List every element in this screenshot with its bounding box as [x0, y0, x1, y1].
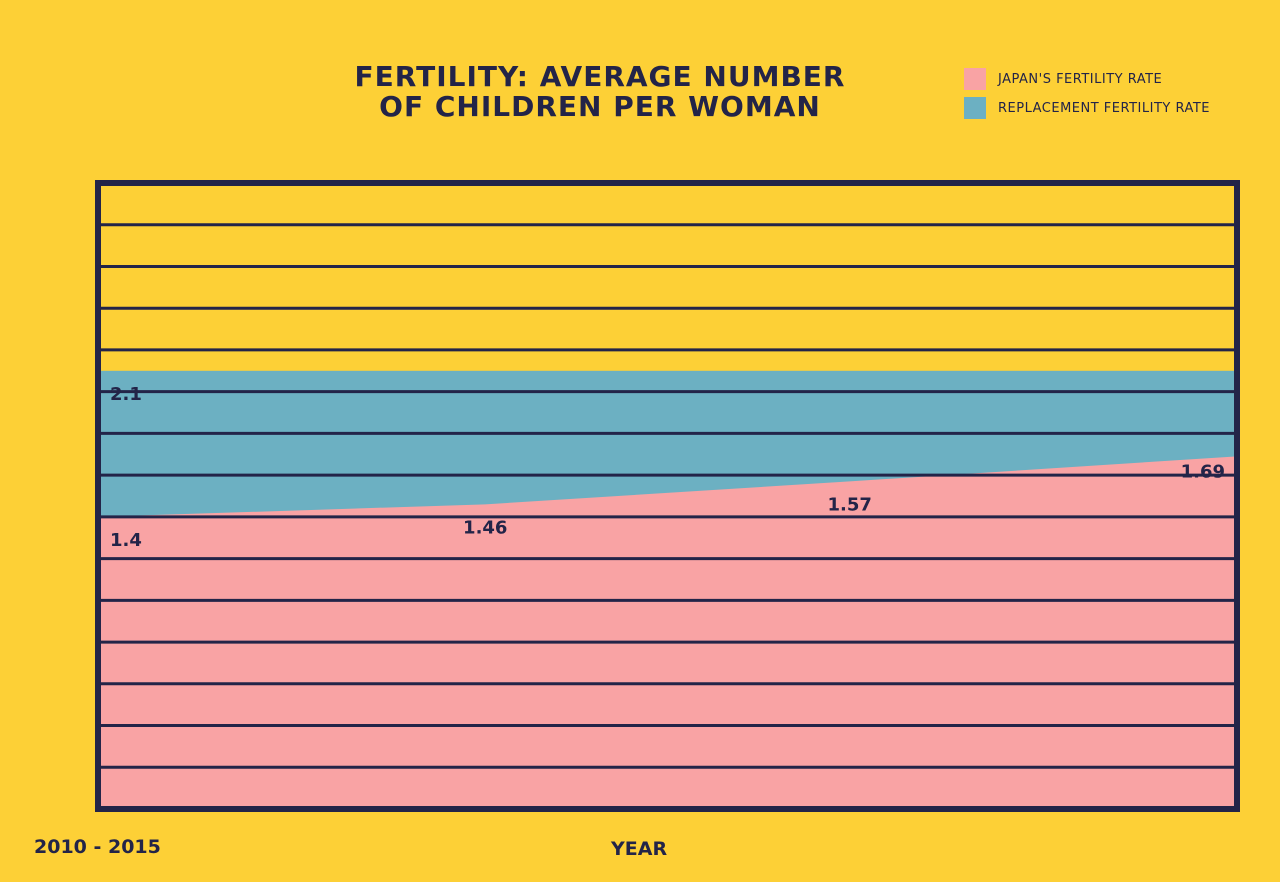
- replacement-label-0: 2.1: [110, 384, 142, 405]
- legend-swatch-japan: [964, 68, 986, 90]
- chart-title-line-1: FERTILITY: AVERAGE NUMBER: [354, 60, 846, 93]
- legend-swatch-replacement: [964, 97, 986, 119]
- x-axis-label: YEAR: [611, 838, 668, 860]
- japan-label-1: 1.46: [463, 517, 507, 538]
- legend-label-japan: JAPAN'S FERTILITY RATE: [998, 71, 1163, 87]
- legend-label-replacement: REPLACEMENT FERTILITY RATE: [998, 100, 1210, 116]
- legend-item-japan: JAPAN'S FERTILITY RATE: [964, 68, 1210, 90]
- chart-title-line-2: OF CHILDREN PER WOMAN: [379, 90, 821, 123]
- legend-item-replacement: REPLACEMENT FERTILITY RATE: [964, 97, 1210, 119]
- year-range-label: 2010 - 2015: [34, 836, 161, 858]
- japan-label-2: 1.57: [828, 494, 872, 515]
- legend: JAPAN'S FERTILITY RATE REPLACEMENT FERTI…: [964, 68, 1210, 126]
- japan-rate-area: [98, 456, 1237, 809]
- japan-label-0: 1.4: [110, 530, 142, 551]
- chart-title: FERTILITY: AVERAGE NUMBER OF CHILDREN PE…: [340, 62, 860, 122]
- chart-frame: [95, 180, 1240, 812]
- japan-label-3: 1.69: [1181, 461, 1225, 482]
